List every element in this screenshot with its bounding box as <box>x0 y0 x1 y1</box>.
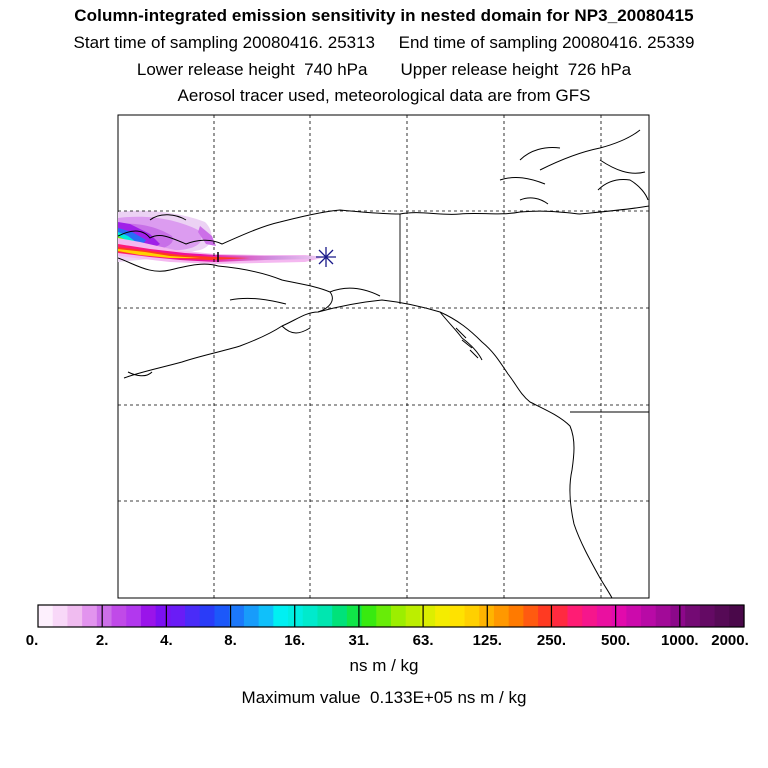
colorbar-cell <box>82 605 98 627</box>
colorbar-tick-label: 250. <box>536 632 567 649</box>
colorbar-cell <box>729 605 745 627</box>
colorbar-cell <box>243 605 260 627</box>
colorbar-tick-label: 4. <box>160 632 173 649</box>
colorbar-cell <box>685 605 701 627</box>
colorbar-cell <box>38 605 54 627</box>
colorbar-cell <box>155 605 171 627</box>
colorbar-tick-label: 63. <box>412 632 434 649</box>
maximum-value-line: Maximum value 0.133E+05 ns m / kg <box>241 688 527 707</box>
colorbar-cell <box>626 605 642 627</box>
graticule <box>118 115 649 598</box>
colorbar-cell <box>332 605 348 627</box>
colorbar-cell <box>464 605 480 627</box>
colorbar-tick-label: 500. <box>601 632 631 649</box>
colorbar-cell <box>655 605 672 627</box>
colorbar-cell <box>582 605 598 627</box>
colorbar-cell <box>523 605 539 627</box>
colorbar-tick-label: 2. <box>95 632 109 649</box>
colorbar-cell <box>405 605 422 627</box>
colorbar-cell <box>199 605 216 627</box>
colorbar-cell <box>538 605 554 627</box>
colorbar-tick-label: 31. <box>348 632 370 649</box>
colorbar-tick-label: 1000. <box>661 632 699 649</box>
colorbar-cell <box>699 605 716 627</box>
colorbar-cell <box>391 605 407 627</box>
colorbar-cell <box>714 605 730 627</box>
colorbar-cell <box>140 605 157 627</box>
colorbar-cell <box>420 605 436 627</box>
colorbar-cell <box>229 605 245 627</box>
colorbar-units: ns m / kg <box>349 656 419 675</box>
colorbar-cell <box>273 605 289 627</box>
colorbar-cell <box>376 605 392 627</box>
colorbar-cell <box>670 605 686 627</box>
colorbar-cell <box>96 605 113 627</box>
colorbar-cell <box>67 605 83 627</box>
colorbar-cell <box>346 605 363 627</box>
colorbar-cell <box>170 605 186 627</box>
colorbar-tick-label: 0. <box>25 632 39 649</box>
colorbar-cell <box>611 605 627 627</box>
colorbar-cell <box>435 605 451 627</box>
colorbar-cell <box>185 605 201 627</box>
colorbar-cell <box>126 605 142 627</box>
colorbar-tick-label: 2000. <box>711 632 749 649</box>
colorbar-cell <box>641 605 657 627</box>
tracer-info-line: Aerosol tracer used, meteorological data… <box>177 86 591 105</box>
colorbar-cell <box>288 605 304 627</box>
colorbar <box>38 605 745 627</box>
colorbar-cell <box>214 605 230 627</box>
coastlines <box>118 129 649 598</box>
map-frame <box>117 114 650 599</box>
colorbar-cell <box>52 605 69 627</box>
colorbar-dividers <box>101 605 681 627</box>
colorbar-cell <box>258 605 274 627</box>
colorbar-cell <box>317 605 333 627</box>
colorbar-cell <box>449 605 466 627</box>
colorbar-cell <box>302 605 319 627</box>
colorbar-cell <box>567 605 583 627</box>
map-title: Column-integrated emission sensitivity i… <box>74 6 694 25</box>
colorbar-tick-label: 16. <box>284 632 306 649</box>
colorbar-outline <box>37 604 745 628</box>
colorbar-cell <box>596 605 613 627</box>
colorbar-cell <box>361 605 377 627</box>
release-height-line: Lower release height 740 hPa Upper relea… <box>136 60 632 79</box>
colorbar-cell <box>111 605 127 627</box>
receptor-asterisk-icon <box>316 247 336 267</box>
colorbar-cell <box>552 605 569 627</box>
colorbar-cell <box>493 605 510 627</box>
colorbar-tick-label: 8. <box>224 632 237 649</box>
colorbar-tick-label: 125. <box>472 632 502 649</box>
sampling-time-line: Start time of sampling 20080416. 25313 E… <box>73 33 695 52</box>
colorbar-cell <box>508 605 524 627</box>
